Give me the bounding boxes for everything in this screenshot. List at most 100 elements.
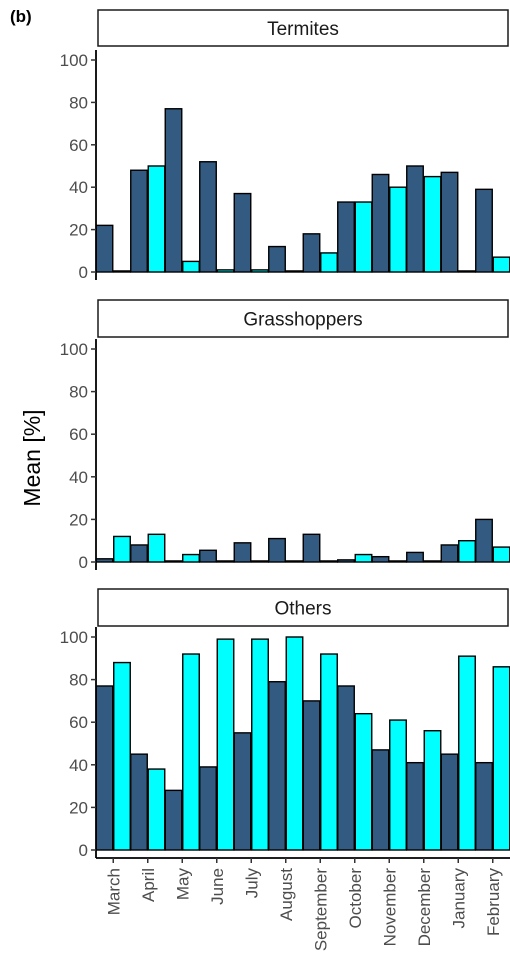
bar — [233, 542, 252, 563]
y-tick-label: 40 — [69, 468, 88, 487]
facets: Termites 0 20 40 60 80 100 Grasshoppers 0 20 40 60 8… — [60, 9, 510, 860]
bar — [164, 108, 183, 273]
bar — [130, 753, 148, 851]
bar — [320, 560, 338, 563]
facet-termites: Termites 0 20 40 60 80 100 — [60, 9, 510, 282]
bar — [251, 560, 269, 563]
bar — [371, 749, 390, 851]
bar — [406, 761, 424, 851]
bar — [320, 252, 338, 273]
bar — [354, 553, 373, 563]
y-tick-label: 100 — [60, 51, 88, 70]
facet-title: Grasshoppers — [243, 310, 362, 331]
y-tick-label: 80 — [69, 93, 88, 112]
bar — [268, 681, 286, 851]
bar — [475, 188, 493, 273]
bar — [95, 224, 114, 273]
bar — [302, 233, 321, 273]
bar — [337, 685, 355, 851]
bar — [268, 245, 286, 273]
x-tick-label: December — [415, 868, 434, 947]
bar — [285, 636, 304, 851]
bar — [216, 560, 235, 563]
x-tick-label: May — [173, 868, 192, 901]
bar — [492, 666, 510, 851]
bar — [458, 540, 476, 563]
y-tick-label: 20 — [69, 221, 88, 240]
bar — [337, 559, 355, 563]
bar — [371, 173, 390, 273]
bar — [113, 661, 131, 851]
bar — [164, 789, 183, 851]
bar — [199, 766, 217, 851]
bar — [354, 712, 373, 851]
y-tick-label: 20 — [69, 798, 88, 817]
bar — [440, 753, 459, 851]
bar — [182, 553, 200, 563]
bar — [475, 518, 493, 563]
y-tick-label: 0 — [79, 841, 88, 860]
bar — [147, 533, 166, 563]
bar — [199, 161, 217, 273]
bar — [406, 165, 424, 273]
bar — [302, 700, 321, 851]
y-tick-label: 100 — [60, 340, 88, 359]
y-tick-label: 0 — [79, 263, 88, 282]
y-tick-label: 0 — [79, 553, 88, 572]
bar — [251, 638, 269, 851]
x-tick-label: January — [449, 868, 468, 929]
y-tick-label: 20 — [69, 510, 88, 529]
bar — [113, 270, 131, 273]
x-tick-label: November — [380, 868, 399, 947]
y-tick-label: 60 — [69, 713, 88, 732]
bar — [389, 560, 407, 563]
bar — [216, 269, 235, 273]
bar — [147, 165, 166, 273]
bar — [285, 270, 304, 273]
y-tick-label: 60 — [69, 425, 88, 444]
x-axis-ticks: March April May June July August September Octo… — [96, 857, 510, 951]
bar — [406, 551, 424, 563]
bar — [182, 260, 200, 273]
bar — [354, 201, 373, 273]
bar — [389, 186, 407, 273]
bar — [233, 192, 252, 273]
y-tick-label: 100 — [60, 628, 88, 647]
facet-grasshoppers: Grasshoppers 0 20 40 60 80 100 — [60, 299, 510, 572]
x-tick-label: February — [484, 868, 503, 937]
facet-title: Termites — [267, 19, 339, 40]
x-tick-label: April — [139, 868, 158, 902]
bar — [492, 546, 510, 563]
y-tick-label: 40 — [69, 756, 88, 775]
bar — [147, 768, 166, 851]
bar — [320, 653, 338, 851]
panel-label: (b) — [10, 7, 32, 26]
bar — [233, 732, 252, 851]
bar — [423, 560, 442, 563]
bar — [268, 537, 286, 563]
y-tick-label: 60 — [69, 136, 88, 155]
bar — [95, 685, 114, 851]
bar — [337, 201, 355, 273]
facet-strip — [97, 299, 509, 338]
y-tick-label: 80 — [69, 671, 88, 690]
x-tick-label: July — [242, 868, 261, 899]
bar — [95, 558, 114, 563]
bar — [216, 638, 235, 851]
bar — [423, 730, 442, 851]
facet-title: Others — [274, 599, 331, 620]
bar — [182, 653, 200, 851]
bar — [492, 256, 510, 273]
facet-strip — [97, 9, 509, 47]
bar — [130, 544, 148, 563]
bar — [130, 169, 148, 273]
bar — [113, 535, 131, 563]
bar — [302, 533, 321, 563]
bar — [423, 175, 442, 273]
facet-strip — [97, 588, 509, 627]
bar — [458, 270, 476, 273]
x-tick-label: August — [277, 868, 296, 921]
bar — [285, 560, 304, 563]
bar — [199, 549, 217, 563]
